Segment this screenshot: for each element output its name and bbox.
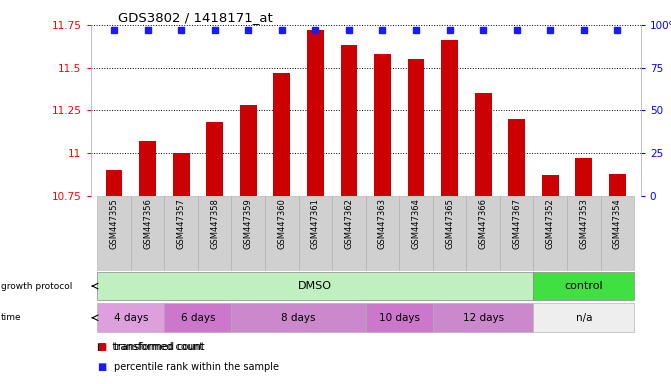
Bar — [567, 196, 601, 271]
Bar — [433, 196, 466, 271]
Bar — [164, 303, 231, 333]
Bar — [366, 196, 399, 271]
Bar — [474, 93, 491, 196]
Bar — [97, 272, 533, 300]
Bar — [265, 196, 299, 271]
Text: GSM447358: GSM447358 — [210, 198, 219, 249]
Text: percentile rank within the sample: percentile rank within the sample — [114, 362, 279, 372]
Bar — [340, 45, 357, 196]
Text: GSM447356: GSM447356 — [143, 198, 152, 249]
Bar — [240, 105, 256, 196]
Bar — [207, 122, 223, 196]
Bar — [601, 196, 634, 271]
Text: GSM447357: GSM447357 — [176, 198, 186, 249]
Text: transformed count: transformed count — [114, 342, 205, 352]
Bar — [332, 196, 366, 271]
Text: ■  transformed count: ■ transformed count — [97, 342, 203, 352]
Text: ■: ■ — [97, 342, 107, 352]
Bar — [231, 196, 265, 271]
Text: control: control — [564, 281, 603, 291]
Bar — [442, 40, 458, 196]
Bar — [575, 158, 592, 196]
Text: GSM447366: GSM447366 — [478, 198, 488, 249]
Text: GSM447353: GSM447353 — [579, 198, 588, 249]
Bar — [500, 196, 533, 271]
Bar — [274, 73, 290, 196]
Bar — [408, 59, 424, 196]
Bar — [106, 170, 123, 196]
Text: 6 days: 6 days — [180, 313, 215, 323]
Bar — [307, 30, 323, 196]
Text: 4 days: 4 days — [113, 313, 148, 323]
Text: GSM447355: GSM447355 — [109, 198, 119, 249]
Bar — [299, 196, 332, 271]
Text: GSM447360: GSM447360 — [277, 198, 287, 249]
Text: ■: ■ — [97, 362, 107, 372]
Text: DMSO: DMSO — [299, 281, 332, 291]
Bar — [164, 196, 198, 271]
Text: 8 days: 8 days — [281, 313, 316, 323]
Bar — [399, 196, 433, 271]
Bar — [533, 196, 567, 271]
Bar — [466, 196, 500, 271]
Text: GSM447359: GSM447359 — [244, 198, 253, 249]
Bar — [533, 303, 634, 333]
Text: GSM447363: GSM447363 — [378, 198, 387, 249]
Text: GSM447364: GSM447364 — [411, 198, 421, 249]
Bar — [366, 303, 433, 333]
Text: 10 days: 10 days — [378, 313, 420, 323]
Text: growth protocol: growth protocol — [1, 281, 72, 291]
Bar — [97, 303, 164, 333]
Bar — [433, 303, 533, 333]
Text: 12 days: 12 days — [462, 313, 504, 323]
Bar — [173, 153, 190, 196]
Bar — [198, 196, 231, 271]
Text: time: time — [1, 313, 21, 322]
Bar — [140, 141, 156, 196]
Text: GSM447354: GSM447354 — [613, 198, 622, 249]
Bar — [533, 272, 634, 300]
Bar — [542, 175, 558, 196]
Text: GSM447361: GSM447361 — [311, 198, 320, 249]
Text: GSM447365: GSM447365 — [445, 198, 454, 249]
Bar — [97, 196, 131, 271]
Bar — [609, 174, 625, 196]
Bar — [231, 303, 366, 333]
Bar — [374, 54, 391, 196]
Text: GSM447362: GSM447362 — [344, 198, 354, 249]
Text: GSM447367: GSM447367 — [512, 198, 521, 249]
Text: GSM447352: GSM447352 — [546, 198, 555, 249]
Text: GDS3802 / 1418171_at: GDS3802 / 1418171_at — [118, 11, 273, 24]
Bar — [509, 119, 525, 196]
Text: n/a: n/a — [576, 313, 592, 323]
Bar — [131, 196, 164, 271]
